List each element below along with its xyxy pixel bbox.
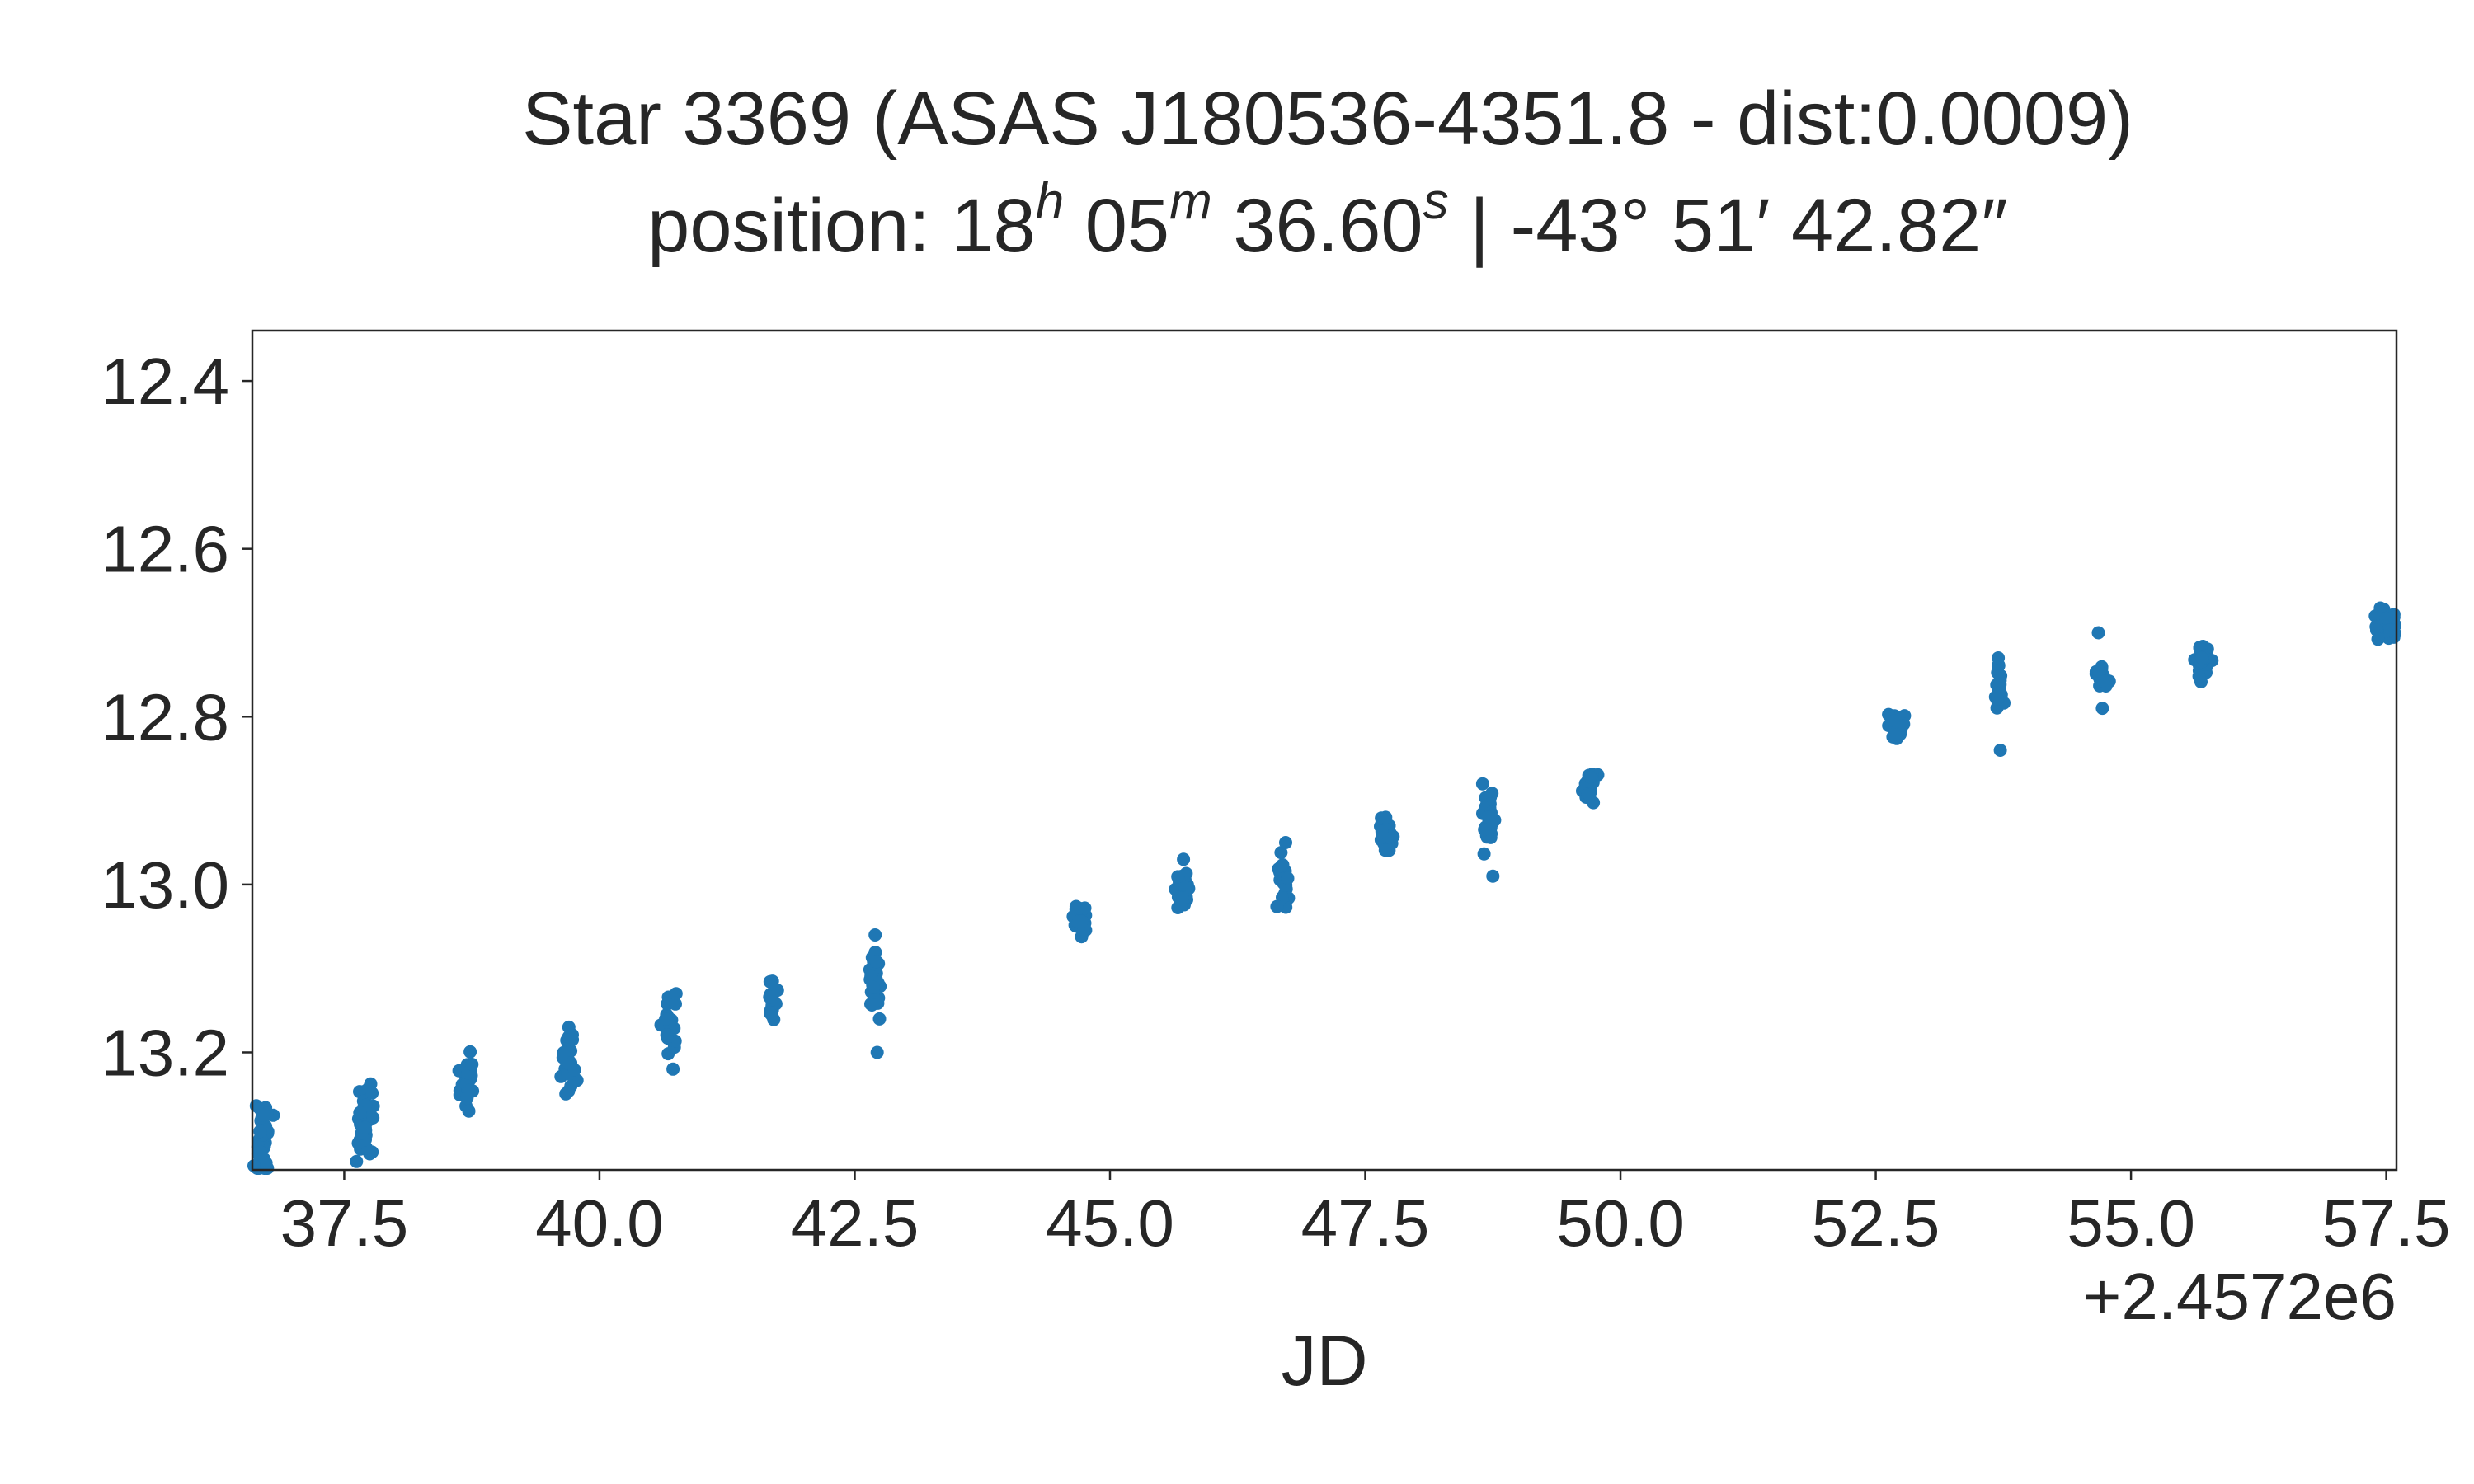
data-point	[763, 990, 777, 1004]
data-point	[2371, 632, 2385, 646]
data-point	[353, 1106, 367, 1120]
data-point	[1274, 846, 1288, 860]
data-point	[1583, 770, 1597, 784]
data-point	[2097, 674, 2111, 688]
data-point	[1275, 859, 1289, 873]
data-point	[669, 997, 682, 1011]
x-tick-label: 47.5	[1301, 1186, 1430, 1260]
data-point	[1279, 836, 1292, 849]
data-point	[1281, 871, 1295, 885]
data-point	[562, 1030, 576, 1044]
data-point	[2091, 626, 2105, 640]
data-point	[254, 1145, 268, 1159]
x-tick-label: 37.5	[280, 1186, 409, 1260]
data-point	[256, 1108, 270, 1122]
subtitle-m-sup: m	[1169, 173, 1212, 230]
data-point	[259, 1156, 273, 1170]
subtitle-prefix: position: 18	[647, 184, 1036, 268]
subtitle-s-sup: s	[1423, 173, 1449, 230]
data-point	[864, 969, 878, 983]
data-point	[358, 1120, 372, 1134]
data-point	[1477, 847, 1491, 861]
y-axis-ticks: 12.4 12.6 12.8 13.0 13.2	[101, 345, 252, 1089]
data-point	[1379, 810, 1393, 824]
x-axis-offset-label: +2.4572e6	[2083, 1260, 2396, 1333]
x-tick-label: 45.0	[1046, 1186, 1174, 1260]
data-point	[465, 1058, 479, 1071]
data-point	[2195, 651, 2209, 665]
y-tick-label: 13.2	[101, 1016, 229, 1089]
data-point	[1993, 744, 2007, 757]
scatter-points	[247, 601, 2401, 1175]
data-point	[1270, 899, 1284, 913]
data-point	[870, 1045, 884, 1059]
data-point	[350, 1154, 364, 1168]
x-tick-label: 40.0	[535, 1186, 664, 1260]
data-point	[557, 1045, 571, 1059]
chart-subtitle: position: 18h 05m 36.60s | -43° 51′ 42.8…	[647, 173, 2008, 268]
data-point	[463, 1045, 477, 1059]
y-tick-label: 12.4	[101, 345, 229, 418]
data-point	[2383, 623, 2397, 637]
data-point	[462, 1104, 476, 1118]
data-point	[1889, 715, 1903, 729]
data-point	[660, 1028, 674, 1042]
data-point	[1991, 693, 2004, 706]
data-point	[2092, 664, 2105, 678]
data-point	[463, 1083, 477, 1097]
data-point	[1481, 810, 1495, 824]
subtitle-declination: | -43° 51′ 42.82″	[1449, 184, 2008, 268]
y-tick-label: 12.6	[101, 513, 229, 586]
data-point	[1177, 852, 1191, 866]
data-point	[564, 1079, 578, 1093]
data-point	[868, 928, 882, 942]
data-point	[1378, 843, 1392, 857]
x-tick-label: 55.0	[2067, 1186, 2195, 1260]
subtitle-minutes: 05	[1064, 184, 1169, 268]
data-point	[1478, 823, 1492, 837]
data-point	[1171, 870, 1185, 884]
x-tick-label: 42.5	[791, 1186, 920, 1260]
y-tick-label: 12.8	[101, 680, 229, 754]
x-tick-label: 57.5	[2322, 1186, 2451, 1260]
data-point	[567, 1063, 581, 1077]
subtitle-h-sup: h	[1036, 173, 1064, 230]
data-point	[562, 1020, 576, 1034]
y-tick-label: 13.0	[101, 848, 229, 922]
data-point	[1078, 901, 1092, 915]
data-point	[1992, 651, 2006, 665]
data-point	[1375, 824, 1389, 838]
data-point	[864, 997, 877, 1011]
data-point	[1176, 891, 1190, 904]
data-point	[867, 980, 881, 994]
data-point	[365, 1086, 379, 1100]
subtitle-seconds: 36.60	[1212, 184, 1423, 268]
x-axis-ticks: 37.5 40.0 42.5 45.0 47.5 50.0 52.5 55.0 57.5	[280, 1170, 2451, 1260]
data-point	[1993, 674, 2007, 688]
data-point	[253, 1125, 267, 1139]
data-point	[2379, 611, 2393, 625]
x-tick-label: 50.0	[1556, 1186, 1685, 1260]
data-point	[2095, 702, 2109, 716]
data-point	[669, 987, 683, 1001]
data-point	[2192, 669, 2206, 683]
chart-title: Star 3369 (ASAS J180536-4351.8 - dist:0.…	[522, 77, 2133, 161]
data-point	[1475, 777, 1489, 791]
data-point	[872, 1012, 887, 1026]
data-point	[869, 955, 883, 969]
data-point	[1888, 727, 1902, 741]
data-point	[666, 1062, 680, 1076]
data-point	[659, 1012, 673, 1026]
data-point	[764, 1007, 778, 1021]
data-point	[1486, 869, 1500, 883]
data-point	[1583, 788, 1597, 801]
data-point	[1075, 914, 1089, 928]
plot-frame	[251, 329, 2398, 1172]
data-point	[366, 1111, 380, 1125]
x-tick-label: 52.5	[1812, 1186, 1940, 1260]
x-axis-label: JD	[1281, 1322, 1367, 1401]
